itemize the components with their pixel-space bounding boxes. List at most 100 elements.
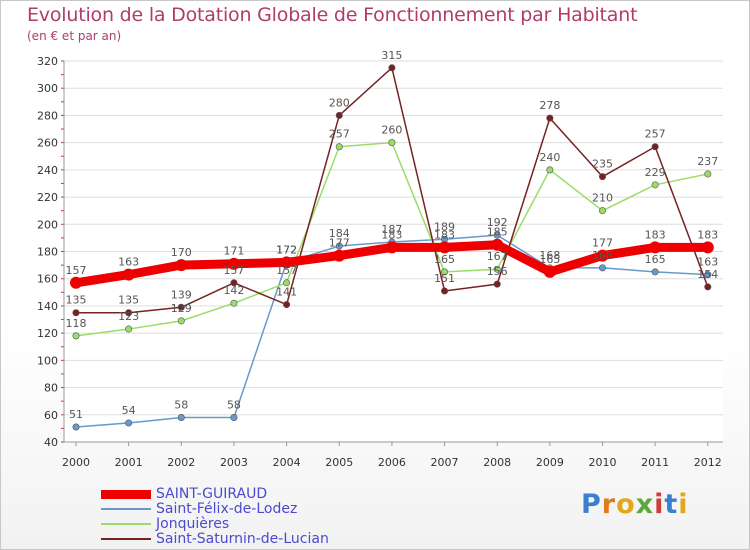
- brand-letter: o: [616, 489, 636, 520]
- data-label: 240: [539, 151, 560, 164]
- data-label: 187: [381, 223, 402, 236]
- y-tick-label: 240: [37, 164, 58, 177]
- data-point: [175, 259, 188, 272]
- data-point: [651, 143, 659, 151]
- x-tick-label: 2010: [589, 456, 617, 469]
- data-point: [125, 419, 133, 427]
- data-label: 278: [539, 99, 560, 112]
- y-tick-label: 120: [37, 327, 58, 340]
- x-tick-label: 2009: [536, 456, 564, 469]
- y-tick-label: 100: [37, 354, 58, 367]
- legend-swatch: [101, 489, 151, 499]
- data-label: 168: [592, 249, 613, 262]
- data-label: 142: [223, 284, 244, 297]
- data-point: [704, 283, 712, 291]
- data-label: 237: [697, 155, 718, 168]
- data-label: 229: [645, 166, 666, 179]
- data-point: [704, 271, 712, 279]
- data-label: 157: [223, 264, 244, 277]
- brand-letter: t: [664, 489, 679, 520]
- x-tick-label: 2011: [641, 456, 669, 469]
- data-label: 235: [592, 158, 613, 171]
- x-tick-label: 2002: [167, 456, 195, 469]
- data-point: [388, 64, 396, 72]
- data-label: 58: [174, 399, 188, 412]
- data-point: [438, 241, 451, 254]
- data-point: [546, 166, 554, 174]
- data-label: 123: [118, 310, 139, 323]
- y-tick-label: 60: [44, 409, 58, 422]
- data-point: [598, 173, 606, 181]
- data-point: [598, 264, 606, 272]
- data-label-layer: 157 163 170 171 172 177 183 183 185 165 177 183 183 5…: [66, 49, 719, 421]
- data-label: 257: [645, 128, 666, 141]
- x-tick-label: 2008: [483, 456, 511, 469]
- data-label: 260: [381, 124, 402, 137]
- legend-label: SAINT-GUIRAUD: [156, 486, 268, 502]
- data-point: [335, 242, 343, 250]
- data-label: 129: [171, 302, 192, 315]
- data-label: 183: [697, 228, 718, 241]
- legend-swatch: [101, 538, 151, 540]
- legend-swatch: [101, 508, 151, 510]
- data-label: 177: [592, 237, 613, 250]
- y-tick-label: 260: [37, 137, 58, 150]
- data-point: [72, 332, 80, 340]
- data-point: [649, 241, 662, 254]
- legend-swatch: [101, 523, 151, 525]
- data-point: [493, 265, 501, 273]
- data-point: [546, 114, 554, 122]
- series-layer: [70, 64, 714, 431]
- x-tick-label: 2007: [431, 456, 459, 469]
- data-label: 165: [645, 253, 666, 266]
- data-label: 171: [223, 245, 244, 258]
- brand-letter: P: [581, 489, 602, 520]
- y-tick-label: 180: [37, 246, 58, 259]
- data-label: 192: [487, 216, 508, 229]
- data-label: 157: [66, 264, 87, 277]
- data-label: 210: [592, 192, 613, 205]
- data-label: 165: [539, 253, 560, 266]
- x-tick-label: 2006: [378, 456, 406, 469]
- data-label: 58: [227, 399, 241, 412]
- y-tick-label: 80: [44, 382, 58, 395]
- data-point: [493, 231, 501, 239]
- y-tick-label: 40: [44, 436, 58, 449]
- data-label: 165: [434, 253, 455, 266]
- data-point: [543, 265, 556, 278]
- data-point: [388, 139, 396, 147]
- x-tick-label: 2001: [115, 456, 143, 469]
- data-label: 135: [66, 294, 87, 307]
- data-point: [125, 325, 133, 333]
- data-point: [335, 143, 343, 151]
- data-point: [651, 268, 659, 276]
- data-point: [598, 207, 606, 215]
- chart-title: Evolution de la Dotation Globale de Fonc…: [27, 4, 638, 26]
- data-label: 157: [276, 264, 297, 277]
- data-point: [283, 301, 291, 309]
- data-label: 183: [381, 228, 402, 241]
- data-label: 167: [487, 250, 508, 263]
- x-tick-label: 2003: [220, 456, 248, 469]
- brand-letter: x: [635, 489, 655, 520]
- x-tick-label: 2012: [694, 456, 722, 469]
- data-label: 51: [69, 408, 83, 421]
- brand-letter: r: [601, 489, 617, 520]
- data-label: 184: [329, 227, 350, 240]
- data-label: 185: [487, 226, 508, 239]
- data-point: [704, 170, 712, 178]
- data-label: 135: [118, 294, 139, 307]
- data-point: [70, 276, 82, 289]
- data-label: 189: [434, 220, 455, 233]
- data-label: 156: [487, 265, 508, 278]
- data-point: [283, 279, 291, 287]
- data-point: [230, 299, 238, 307]
- y-tick-label: 140: [37, 300, 58, 313]
- data-point: [335, 111, 343, 119]
- data-point: [227, 257, 240, 270]
- brand-logo: Proxiti: [581, 489, 689, 520]
- data-point: [280, 256, 293, 269]
- data-point: [122, 268, 135, 281]
- y-tick-label: 220: [37, 191, 58, 204]
